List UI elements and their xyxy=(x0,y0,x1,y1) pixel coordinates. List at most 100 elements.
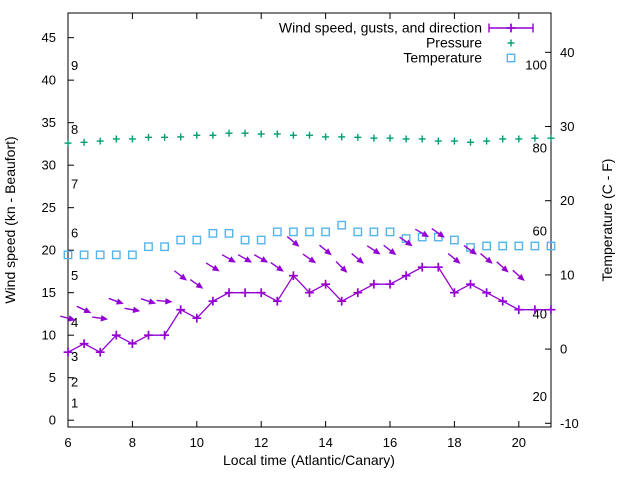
gust-arrow-head xyxy=(452,256,461,264)
gust-arrow-head xyxy=(148,298,157,305)
temperature-point xyxy=(240,235,250,245)
gust-arrow-head xyxy=(485,256,493,264)
temperature-point xyxy=(160,242,169,252)
y-tick-label-right: 10 xyxy=(560,267,574,282)
gust-arrow-head xyxy=(388,248,397,256)
y-tick-label-right: 40 xyxy=(560,45,574,60)
generated-plot-content: 6 8 10 12 14 16 18 2005101520253035404540302010… xyxy=(42,12,579,450)
beaufort-scale-label: 2 xyxy=(71,374,78,389)
legend-label: Pressure xyxy=(426,35,482,51)
gust-arrow-head xyxy=(67,315,76,322)
x-tick-label: 6 xyxy=(64,435,71,450)
y-tick-label-right: 20 xyxy=(560,193,574,208)
temperature-point xyxy=(176,235,186,245)
temperature-point xyxy=(208,228,218,238)
legend-label: Temperature xyxy=(403,50,482,66)
y-tick-label-left: 25 xyxy=(42,200,56,215)
temperature-point xyxy=(127,250,137,260)
legend-label: Wind speed, gusts, and direction xyxy=(279,20,482,36)
y-tick-label-right: 0 xyxy=(560,342,567,357)
y-tick-label-left: 0 xyxy=(49,413,56,428)
temperature-point xyxy=(144,242,153,252)
temperature-point xyxy=(256,235,266,245)
temperature-point xyxy=(192,235,202,245)
temperature-point xyxy=(95,250,105,260)
x-axis-label: Local time (Atlantic/Canary) xyxy=(223,452,395,468)
gust-arrow-head xyxy=(340,265,348,273)
temperature-point xyxy=(272,227,282,237)
gust-arrow-head xyxy=(179,273,188,281)
x-tick-label: 18 xyxy=(447,435,461,450)
legend-sample-square xyxy=(506,53,516,63)
temperature-point xyxy=(224,228,234,238)
gust-arrow-head xyxy=(244,256,253,263)
x-tick-label: 16 xyxy=(383,435,397,450)
temperature-point xyxy=(63,250,73,260)
gust-arrow-head xyxy=(83,307,92,314)
gust-arrow-head xyxy=(165,298,173,305)
x-tick-label: 14 xyxy=(318,435,332,450)
y-tick-label-left: 20 xyxy=(42,243,56,258)
gust-arrow-head xyxy=(228,256,236,263)
temperature-point xyxy=(530,241,540,251)
temperature-point xyxy=(546,241,556,251)
gust-arrow-head xyxy=(421,230,430,238)
beaufort-scale-label: 7 xyxy=(71,176,78,191)
gust-arrow-head xyxy=(308,256,317,264)
y-axis-label: Wind speed (kn - Beaufort) xyxy=(2,136,18,303)
gust-arrow-head xyxy=(291,239,300,247)
temperature-point xyxy=(337,220,347,230)
beaufort-scale-label: 6 xyxy=(71,226,78,241)
x-tick-label: 10 xyxy=(190,435,204,450)
temperature-point xyxy=(482,241,491,251)
temperature-point xyxy=(305,227,314,237)
x-tick-label: 20 xyxy=(512,435,526,450)
gust-arrow-head xyxy=(372,247,381,255)
x-tick-label: 12 xyxy=(254,435,268,450)
temperature-point xyxy=(111,250,121,260)
y-tick-label-left: 30 xyxy=(42,158,56,173)
temperature-point xyxy=(79,250,89,260)
y-tick-label-left: 5 xyxy=(49,370,56,385)
y2-axis-label: Temperature (C - F) xyxy=(599,159,615,282)
beaufort-scale-label: 1 xyxy=(71,396,78,411)
gust-arrow-head xyxy=(100,315,109,322)
y-tick-label-right: -10 xyxy=(560,416,579,431)
y-tick-label-right: 30 xyxy=(560,119,574,134)
temperature-point xyxy=(514,241,524,251)
temperature-point xyxy=(321,227,330,237)
temperature-point xyxy=(450,235,459,245)
pressure-scale-label: 100 xyxy=(525,58,547,73)
gust-arrow-head xyxy=(469,248,478,255)
pressure-scale-label: 80 xyxy=(533,141,547,156)
beaufort-scale-label: 5 xyxy=(71,268,78,283)
y-tick-label-left: 10 xyxy=(42,328,56,343)
beaufort-scale-label: 3 xyxy=(71,349,78,364)
gust-arrow-head xyxy=(132,306,141,313)
gust-arrow-head xyxy=(211,264,220,272)
y-tick-label-left: 45 xyxy=(42,30,56,45)
temperature-point xyxy=(289,227,298,237)
gust-arrow-head xyxy=(195,282,204,289)
beaufort-scale-label: 8 xyxy=(71,122,78,137)
wind-speed-line xyxy=(67,266,551,353)
pressure-scale-label: 20 xyxy=(533,389,547,404)
temperature-point xyxy=(353,227,363,237)
temperature-point xyxy=(498,241,508,251)
y-tick-label-left: 35 xyxy=(42,115,56,130)
pressure-scale-label: 60 xyxy=(533,223,547,238)
x-tick-label: 8 xyxy=(129,435,136,450)
gust-arrow-head xyxy=(404,239,413,247)
y-tick-label-left: 40 xyxy=(42,73,56,88)
gust-arrow-head xyxy=(324,248,332,256)
gust-arrow-head xyxy=(260,256,269,263)
y-tick-label-left: 15 xyxy=(42,285,56,300)
gust-arrow-head xyxy=(356,256,364,264)
gust-arrow-head xyxy=(437,231,445,238)
gust-arrow-head xyxy=(501,265,509,273)
gust-arrow-head xyxy=(115,298,124,305)
beaufort-scale-label: 9 xyxy=(71,58,78,73)
temperature-point xyxy=(369,227,379,237)
